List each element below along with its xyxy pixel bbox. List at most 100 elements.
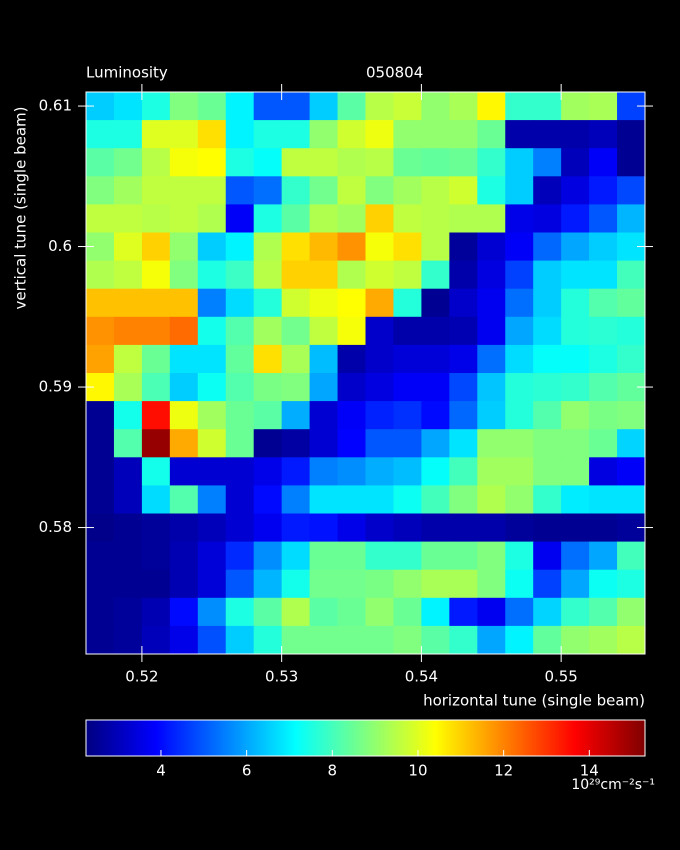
heatmap-cell: [393, 316, 422, 346]
heatmap-cell: [86, 344, 115, 374]
heatmap-cell: [86, 625, 115, 655]
heatmap-cell: [197, 232, 227, 262]
heatmap-cell: [561, 288, 590, 318]
heatmap-cell: [86, 401, 115, 430]
heatmap-cell: [337, 120, 366, 149]
heatmap-cell: [393, 176, 422, 205]
heatmap-cell: [197, 625, 227, 655]
heatmap-cell: [505, 204, 534, 233]
heatmap-cell: [421, 260, 450, 290]
colorbar-tick-label: 14: [580, 762, 599, 780]
heatmap-cell: [169, 569, 199, 599]
heatmap-cell: [505, 541, 534, 571]
heatmap-cell: [113, 260, 143, 290]
heatmap-cell: [421, 232, 450, 262]
axes: 0.52 0.53 0.54 0.55 0.58 0.59 0.6 0.61: [39, 84, 653, 686]
heatmap-cell: [337, 597, 366, 627]
heatmap-cell: [86, 288, 115, 318]
heatmap-cell: [113, 92, 143, 121]
heatmap-cell: [113, 176, 143, 205]
heatmap-cell: [281, 541, 311, 571]
heatmap-cell: [421, 597, 450, 627]
heatmap-cell: [589, 204, 618, 233]
heatmap-cell: [533, 485, 562, 514]
heatmap-cell: [589, 260, 618, 290]
heatmap-cell: [197, 120, 227, 149]
heatmap-cell: [617, 316, 646, 346]
heatmap-cell: [253, 176, 283, 205]
heatmap-cell: [617, 625, 646, 655]
heatmap-cell: [421, 344, 450, 374]
heatmap-cell: [449, 344, 478, 374]
heatmap-cell: [113, 120, 143, 149]
heatmap-cell: [141, 513, 171, 543]
heatmap-cell: [281, 92, 311, 121]
colorbar: [85, 719, 646, 757]
heatmap-cell: [86, 597, 115, 627]
heatmap-cell: [309, 429, 339, 458]
heatmap-cell: [589, 232, 618, 262]
heatmap-cell: [337, 541, 366, 571]
heatmap-cell: [561, 373, 590, 402]
heatmap-cell: [477, 344, 506, 374]
heatmap-cell: [449, 401, 478, 430]
heatmap-cell: [505, 513, 534, 543]
heatmap-cell: [421, 485, 450, 514]
heatmap-cell: [365, 625, 394, 655]
heatmap-cell: [505, 232, 534, 262]
heatmap-cell: [589, 541, 618, 571]
heatmap-cell: [505, 176, 534, 205]
heatmap-cell: [309, 625, 339, 655]
heatmap-cell: [561, 316, 590, 346]
heatmap-cell: [477, 429, 506, 458]
heatmap-cell: [113, 401, 143, 430]
heatmap-cell: [197, 513, 227, 543]
heatmap-cell: [365, 260, 394, 290]
heatmap-cell: [86, 204, 115, 233]
heatmap-cell: [169, 513, 199, 543]
heatmap-cell: [449, 176, 478, 205]
heatmap-cell: [253, 148, 283, 177]
heatmap-cell: [393, 148, 422, 177]
heatmap-cell: [449, 120, 478, 149]
heatmap-cell: [561, 204, 590, 233]
heatmap-cell: [617, 541, 646, 571]
heatmap-cell: [86, 485, 115, 514]
heatmap-cell: [141, 120, 171, 149]
heatmap-cell: [561, 569, 590, 599]
heatmap-cell: [561, 625, 590, 655]
heatmap-cell: [589, 288, 618, 318]
heatmap-cell: [477, 92, 506, 121]
heatmap-cell: [113, 373, 143, 402]
heatmap-cell: [393, 232, 422, 262]
heatmap-cell: [197, 401, 227, 430]
heatmap-cell: [365, 232, 394, 262]
heatmap-cell: [365, 457, 394, 486]
heatmap-cell: [561, 401, 590, 430]
heatmap-cell: [533, 513, 562, 543]
heatmap-cell: [505, 373, 534, 402]
heatmap-cell: [421, 569, 450, 599]
x-tick-label: 0.52: [125, 668, 158, 686]
heatmap-cell: [477, 457, 506, 486]
heatmap-cell: [225, 288, 255, 318]
heatmap-cell: [141, 401, 171, 430]
colorbar-tick-label: 8: [328, 762, 338, 780]
heatmap-cell: [197, 569, 227, 599]
heatmap-cell: [281, 176, 311, 205]
heatmap-cell: [449, 569, 478, 599]
heatmap-cell: [365, 316, 394, 346]
heatmap-cell: [253, 569, 283, 599]
heatmap-cell: [533, 344, 562, 374]
heatmap-cell: [169, 485, 199, 514]
heatmap-cell: [561, 457, 590, 486]
heatmap-cell: [281, 485, 311, 514]
heatmap-cell: [589, 344, 618, 374]
heatmap-cell: [393, 625, 422, 655]
heatmap-cell: [225, 597, 255, 627]
heatmap-cell: [533, 569, 562, 599]
heatmap-cell: [449, 92, 478, 121]
heatmap-cell: [225, 373, 255, 402]
heatmap-cell: [393, 457, 422, 486]
heatmap-cell: [505, 316, 534, 346]
